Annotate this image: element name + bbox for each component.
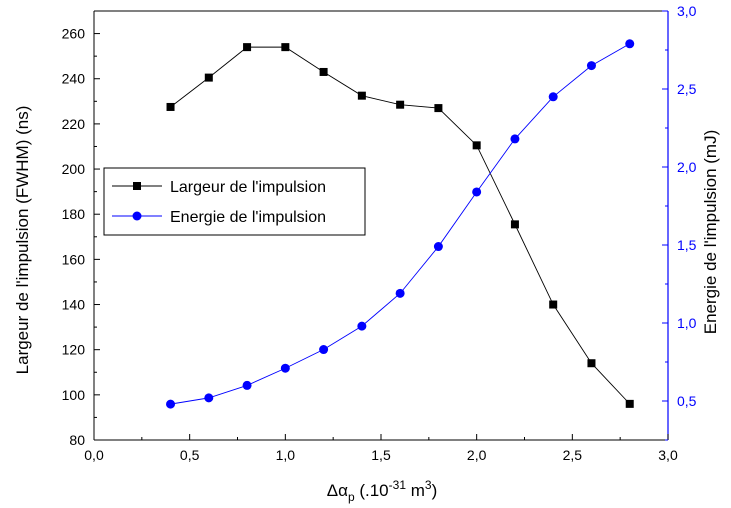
series-1-point xyxy=(166,102,175,111)
x-axis-title-sup: -31 xyxy=(389,478,407,492)
series-2-point xyxy=(625,39,635,49)
series-2-point xyxy=(433,242,443,252)
y-axis-left-title: Largeur de l'impulsion (FWHM) (ns) xyxy=(13,106,32,375)
y-right-tick-label: 1,5 xyxy=(677,237,697,253)
y-right-tick-label: 3,0 xyxy=(677,3,697,19)
series-2-point xyxy=(166,399,176,409)
series-1-point xyxy=(549,300,558,309)
series-1-point xyxy=(434,104,443,113)
y-left-tick-label: 260 xyxy=(62,26,86,42)
series-2-point xyxy=(548,92,558,102)
series-1-point xyxy=(625,399,634,408)
x-tick-label: 0,5 xyxy=(180,447,200,463)
x-tick-label: 2,5 xyxy=(563,447,583,463)
x-tick-label: 2,0 xyxy=(467,447,487,463)
legend-marker-2 xyxy=(132,211,142,221)
legend-marker-1 xyxy=(133,182,141,190)
legend-box xyxy=(103,167,366,236)
y-left-tick-label: 160 xyxy=(62,251,86,267)
y-left-tick-label: 220 xyxy=(62,116,86,132)
series-1-point xyxy=(281,43,290,52)
x-axis-title-unit: m xyxy=(406,481,425,500)
series-2-point xyxy=(586,61,596,71)
legend-label-1: Largeur de l'impulsion xyxy=(170,179,326,196)
axes: 0,0 0,5 1,0 1,5 2,0 2,5 3,0 80 100 120 140 160 180 20… xyxy=(62,3,697,463)
x-axis-title-base: Δα xyxy=(327,481,348,500)
series-2-point xyxy=(510,134,520,144)
series-1-point xyxy=(204,73,213,82)
x-axis-title-unit-sup: 3 xyxy=(425,478,432,492)
series-2-point xyxy=(472,187,482,197)
x-axis-title-mid: (.10 xyxy=(355,481,389,500)
y-right-tick-label: 0,5 xyxy=(677,393,697,409)
series-2-point xyxy=(319,345,329,355)
y-right-tick-label: 1,0 xyxy=(677,315,697,331)
y-axis-right-title: Energie de l'impulsion (mJ) xyxy=(701,130,720,335)
x-axis-title-end: ) xyxy=(432,481,438,500)
x-tick-label: 1,5 xyxy=(371,447,391,463)
series-1-point xyxy=(472,141,481,150)
series-1-point xyxy=(357,91,366,100)
x-axis-title-sub: p xyxy=(348,490,355,504)
series-2-point xyxy=(204,393,214,403)
series-1-point xyxy=(319,67,328,76)
y-left-tick-label: 180 xyxy=(62,206,86,222)
y-left-tick-label: 80 xyxy=(69,432,85,448)
y-right-tick-label: 2,0 xyxy=(677,159,697,175)
y-right-tick-label: 2,5 xyxy=(677,81,697,97)
series-2-point xyxy=(242,380,252,390)
series-2-point xyxy=(357,321,367,331)
y-left-tick-label: 120 xyxy=(62,342,86,358)
series-2-point xyxy=(280,363,290,373)
series-layer xyxy=(166,39,635,409)
y-left-tick-label: 200 xyxy=(62,161,86,177)
x-tick-label: 1,0 xyxy=(276,447,296,463)
x-tick-label: 0,0 xyxy=(84,447,104,463)
x-axis-title: Δαp (.10-31 m3) xyxy=(327,478,438,504)
y-left-tick-label: 140 xyxy=(62,297,86,313)
series-1-point xyxy=(396,100,405,109)
x-tick-label: 3,0 xyxy=(658,447,678,463)
series-1-point xyxy=(510,220,519,229)
legend: Largeur de l'impulsion Energie de l'impul… xyxy=(103,167,366,236)
series-1-point xyxy=(587,359,596,368)
y-left-tick-label: 240 xyxy=(62,71,86,87)
series-2-point xyxy=(395,288,405,298)
legend-label-2: Energie de l'impulsion xyxy=(170,209,326,226)
series-1-point xyxy=(243,43,252,52)
y-left-tick-label: 100 xyxy=(62,387,86,403)
